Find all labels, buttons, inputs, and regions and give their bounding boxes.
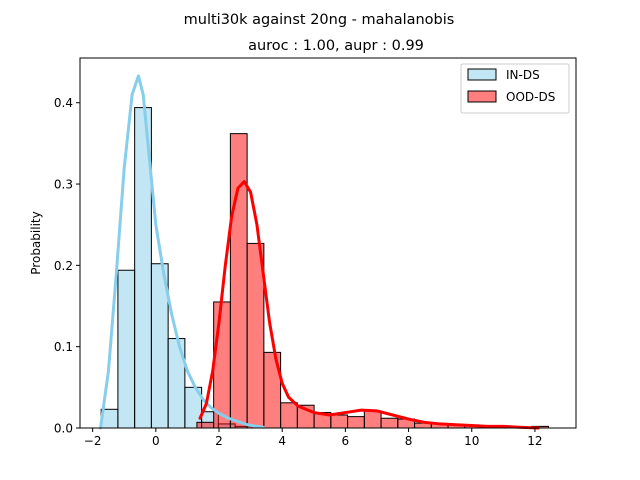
legend-swatch-in-ds (467, 68, 497, 81)
y-tick-label: 0.4 (54, 96, 73, 110)
histogram-bar-series-1-bin-5 (280, 402, 298, 429)
kde-line-series-0 (99, 74, 265, 430)
y-tick-label: 0.2 (54, 259, 73, 273)
x-tick-label: 4 (278, 434, 286, 448)
kde-layer (99, 74, 540, 430)
histogram-bar-series-1-bin-1 (213, 301, 231, 429)
x-tick-label: 10 (464, 434, 479, 448)
histogram-bar-series-1-bin-10 (363, 410, 382, 429)
histogram-bar-series-1-bin-9 (347, 416, 365, 429)
histogram-bar-series-1-bin-0 (196, 421, 215, 429)
legend-swatch-ood-ds (467, 90, 497, 103)
x-tick-label: 0 (152, 434, 160, 448)
histogram-bar-series-1-bin-8 (330, 414, 349, 429)
chart-subtitle: auroc : 1.00, aupr : 0.99 (248, 38, 424, 54)
x-tick-label: 2 (215, 434, 223, 448)
chart-title: multi30k against 20ng - mahalanobis (184, 12, 455, 28)
legend-label-in-ds: IN-DS (506, 68, 540, 82)
kde-line-series-1 (198, 180, 540, 430)
x-tick-label: −2 (84, 434, 102, 448)
axes-frame (79, 57, 577, 429)
y-axis-label: Probability (29, 211, 43, 274)
histogram-bar-series-0-bin-1 (117, 269, 136, 429)
x-axis: −2 0 2 4 6 8 10 12 (84, 428, 543, 448)
y-tick-label: 0.3 (54, 178, 73, 192)
histogram-bar-series-1-bin-2 (229, 133, 248, 429)
x-tick-label: 8 (405, 434, 413, 448)
histogram-bar-series-1-bin-3 (246, 242, 265, 429)
x-tick-label: 12 (527, 434, 542, 448)
y-axis: 0.0 0.1 0.2 0.3 0.4 (54, 96, 80, 436)
y-tick-label: 0.0 (54, 422, 73, 436)
bars-layer (100, 107, 550, 429)
legend-label-ood-ds: OOD-DS (506, 90, 555, 104)
legend: IN-DS OOD-DS (460, 63, 570, 114)
x-tick-label: 6 (342, 434, 350, 448)
plot-area (99, 74, 550, 430)
y-tick-label: 0.1 (54, 340, 73, 354)
histogram-bar-series-1-bin-11 (380, 417, 399, 429)
